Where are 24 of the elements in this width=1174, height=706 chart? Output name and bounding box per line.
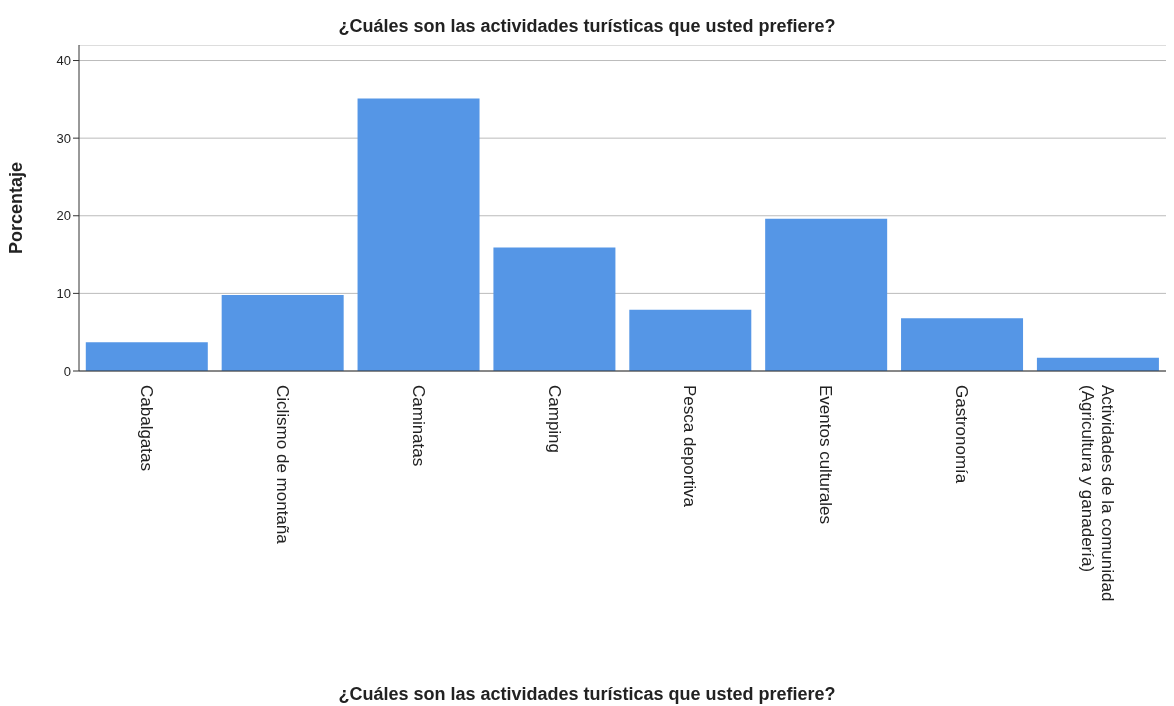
x-tick-label: Pesca deportiva bbox=[680, 385, 700, 508]
y-tick-label: 0 bbox=[63, 363, 71, 379]
y-tick-label: 30 bbox=[56, 130, 71, 146]
bar bbox=[357, 98, 480, 371]
bar bbox=[901, 318, 1024, 371]
y-tick-label: 40 bbox=[56, 53, 71, 69]
bar bbox=[221, 294, 344, 371]
x-tick-label: Gastronomía bbox=[952, 385, 972, 484]
y-tick-label: 10 bbox=[56, 286, 71, 301]
x-tick-label: Actividades de la comunidad (Agricultura y ganadería) bbox=[1078, 385, 1118, 602]
x-tick-label: Eventos culturales bbox=[816, 385, 836, 524]
bar bbox=[85, 342, 208, 371]
x-tick-label: Cabalgatas bbox=[136, 385, 156, 472]
y-axis-title: Porcentaje bbox=[6, 161, 27, 255]
bar bbox=[765, 218, 888, 371]
chart-title: ¿Cuáles son las actividades turísticas que usted prefiere? bbox=[337, 16, 837, 37]
bar bbox=[1036, 357, 1159, 371]
x-tick-label: Caminatas bbox=[408, 385, 428, 467]
bar bbox=[493, 247, 616, 371]
y-tick-label: 20 bbox=[56, 208, 71, 224]
bar bbox=[629, 309, 752, 371]
x-tick-label: Camping bbox=[544, 385, 564, 454]
x-axis-title: ¿Cuáles son las actividades turísticas que usted prefiere? bbox=[337, 684, 837, 705]
x-tick-label: Ciclismo de montaña bbox=[272, 385, 292, 545]
